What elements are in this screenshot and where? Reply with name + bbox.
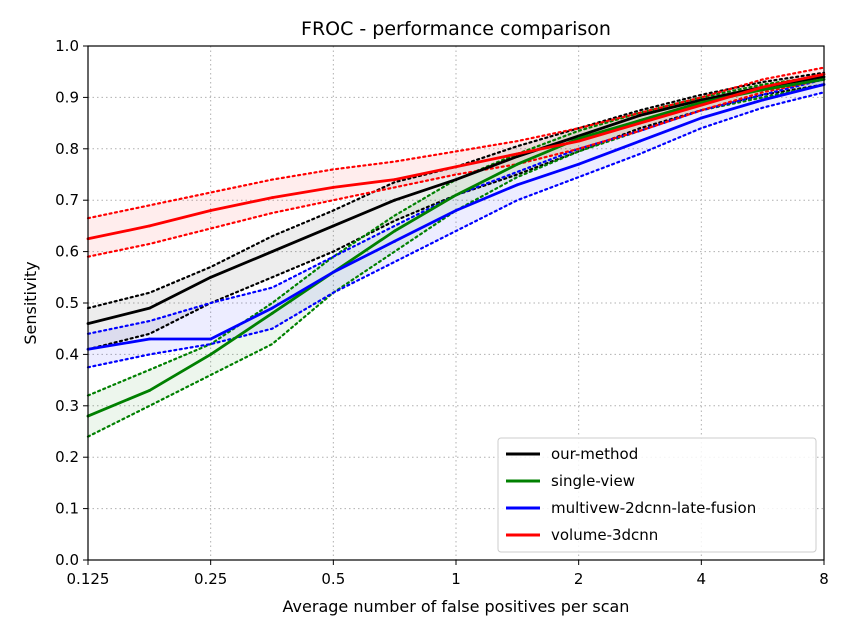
legend-label-our-method: our-method — [551, 445, 638, 463]
volume-3dcnn-point — [699, 103, 703, 107]
our-method-point — [638, 113, 642, 117]
y-tick-label: 0.3 — [55, 397, 79, 415]
volume-3dcnn-point — [209, 209, 213, 212]
series-lines — [86, 66, 826, 438]
our-method-point — [454, 178, 458, 182]
multivew-2dcnn-late-fusion-point — [577, 162, 581, 166]
x-tick-label: 1 — [451, 570, 461, 588]
multivew-2dcnn-late-fusion-point — [454, 209, 458, 212]
x-tick-label: 0.5 — [321, 570, 345, 588]
single-view-point — [270, 311, 274, 315]
our-method-point — [699, 98, 703, 102]
single-view-point — [761, 88, 765, 92]
legend: our-method single-view multivew-2dcnn-late… — [497, 437, 817, 553]
single-view-point — [454, 193, 458, 197]
x-tick-label: 0.125 — [67, 570, 110, 588]
volume-3dcnn-point — [515, 152, 519, 156]
multivew-2dcnn-late-fusion-point — [270, 306, 274, 310]
our-method-point — [393, 198, 397, 202]
multivew-2dcnn-late-fusion-point — [515, 183, 519, 187]
y-tick-label: 0.6 — [55, 243, 79, 261]
multivew-2dcnn-late-fusion-band — [88, 79, 824, 368]
y-tick-label: 0.7 — [55, 191, 79, 209]
y-axis-ticks: 0.0 0.1 0.2 0.3 0.4 0.5 0.6 0.7 0.8 0.9 1.0 — [55, 37, 88, 569]
multivew-2dcnn-late-fusion-lower-bound — [86, 91, 826, 369]
y-tick-label: 0.5 — [55, 294, 79, 312]
multivew-2dcnn-late-fusion-point — [148, 337, 151, 341]
multivew-2dcnn-late-fusion-point — [638, 139, 642, 143]
legend-label-single-view: single-view — [551, 472, 635, 490]
multivew-2dcnn-late-fusion-point — [761, 98, 765, 102]
our-method-point — [331, 224, 335, 228]
volume-3dcnn-lower-bound — [86, 78, 826, 258]
y-tick-label: 0.8 — [55, 140, 79, 158]
x-tick-label: 4 — [697, 570, 707, 588]
x-tick-label: 2 — [574, 570, 584, 588]
volume-3dcnn-upper-bound — [86, 66, 826, 220]
single-view-band — [88, 75, 824, 437]
y-tick-label: 0.2 — [55, 448, 79, 466]
volume-3dcnn-point — [148, 224, 151, 228]
single-view-point — [515, 162, 519, 166]
volume-3dcnn-point — [331, 185, 335, 189]
single-view-point — [638, 119, 642, 122]
single-view-point — [699, 101, 703, 104]
our-method-point — [209, 275, 213, 279]
legend-box — [497, 437, 817, 553]
volume-3dcnn-point — [270, 196, 274, 200]
single-view-point — [148, 388, 151, 392]
volume-3dcnn-point — [638, 121, 642, 125]
x-axis-ticks: 0.125 0.25 0.5 1 2 4 8 — [67, 560, 829, 588]
our-method-point — [515, 155, 519, 158]
x-tick-label: 0.25 — [194, 570, 227, 588]
single-view-point — [209, 353, 213, 356]
multivew-2dcnn-late-fusion-point — [393, 239, 397, 243]
single-view-point — [393, 229, 397, 233]
single-view-point — [577, 137, 581, 140]
our-method-point — [148, 306, 151, 310]
x-tick-label: 8 — [819, 570, 829, 588]
legend-label-multivew-2dcnn-late-fusion: multivew-2dcnn-late-fusion — [551, 499, 756, 517]
our-method-point — [577, 134, 581, 138]
volume-3dcnn-point — [577, 139, 581, 143]
y-axis-label: Sensitivity — [21, 261, 40, 344]
our-method-point — [270, 250, 274, 254]
volume-3dcnn-point — [393, 178, 397, 182]
multivew-2dcnn-late-fusion-point — [209, 337, 213, 341]
y-tick-label: 0.1 — [55, 500, 79, 518]
y-tick-label: 0.9 — [55, 88, 79, 106]
chart-title: FROC - performance comparison — [301, 18, 611, 40]
x-axis-label: Average number of false positives per sc… — [283, 597, 630, 616]
legend-label-volume-3dcnn: volume-3dcnn — [551, 526, 658, 544]
volume-3dcnn-point — [454, 165, 458, 169]
volume-3dcnn-point — [761, 85, 765, 89]
y-tick-label: 1.0 — [55, 37, 79, 55]
our-method-band — [88, 72, 824, 350]
y-tick-label: 0.4 — [55, 345, 79, 363]
multivew-2dcnn-late-fusion-point — [699, 116, 703, 120]
y-tick-label: 0.0 — [55, 551, 79, 569]
multivew-2dcnn-late-fusion-point — [331, 270, 335, 274]
